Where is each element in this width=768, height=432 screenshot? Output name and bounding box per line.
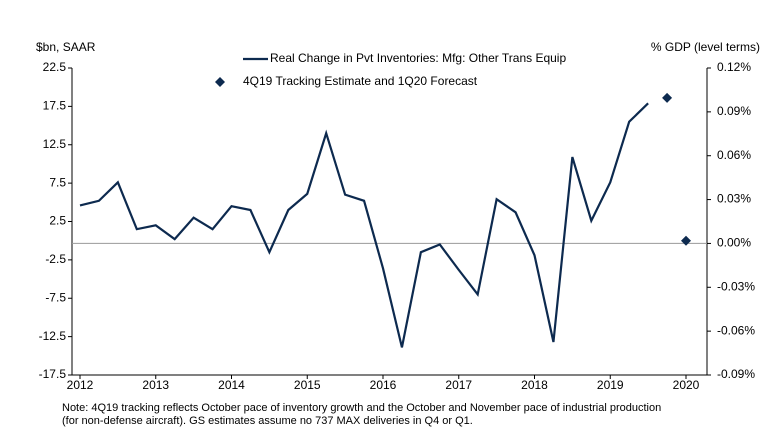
y-tick-label: 12.5 xyxy=(43,137,67,151)
y-tick-label: 2.5 xyxy=(49,214,66,228)
data-line xyxy=(79,102,649,348)
y2-tick-label: 0.09% xyxy=(717,104,751,118)
y2-tick-label: 0.06% xyxy=(717,148,751,162)
y2-axis-label: % GDP (level terms) xyxy=(651,40,760,54)
y-tick-label: -17.5 xyxy=(39,367,67,381)
x-tick-label: 2017 xyxy=(445,378,472,392)
y-tick-label: 7.5 xyxy=(49,175,66,189)
x-tick-label: 2019 xyxy=(597,378,624,392)
y-axis-label: $bn, SAAR xyxy=(36,40,96,54)
legend-label: 4Q19 Tracking Estimate and 1Q20 Forecast xyxy=(243,74,478,88)
y2-tick-label: -0.06% xyxy=(717,323,755,337)
x-tick-label: 2016 xyxy=(370,378,397,392)
x-tick-label: 2015 xyxy=(294,378,321,392)
legend-label: Real Change in Pvt Inventories: Mfg: Oth… xyxy=(270,51,566,65)
x-tick-label: 2020 xyxy=(673,378,700,392)
legend-marker xyxy=(215,77,225,87)
note: (for non-defense aircraft). GS estimates… xyxy=(62,415,473,427)
x-tick-label: 2018 xyxy=(521,378,548,392)
note: Note: 4Q19 tracking reflects October pac… xyxy=(62,402,661,414)
y-tick-label: -2.5 xyxy=(45,252,66,266)
y-tick-label: 17.5 xyxy=(43,99,67,113)
x-tick-label: 2013 xyxy=(142,378,169,392)
y2-tick-label: 0.12% xyxy=(717,60,751,74)
forecast-marker xyxy=(681,235,691,246)
y-tick-label: 22.5 xyxy=(43,60,67,74)
y2-tick-label: -0.03% xyxy=(717,279,755,293)
x-tick-label: 2014 xyxy=(218,378,245,392)
y2-tick-label: 0.03% xyxy=(717,192,751,206)
x-tick-label: 2012 xyxy=(67,378,94,392)
y-tick-label: -7.5 xyxy=(45,290,66,304)
y2-tick-label: 0.00% xyxy=(717,236,751,250)
forecast-marker xyxy=(662,92,673,103)
y-tick-label: -12.5 xyxy=(39,329,67,343)
y2-tick-label: -0.09% xyxy=(717,367,755,381)
